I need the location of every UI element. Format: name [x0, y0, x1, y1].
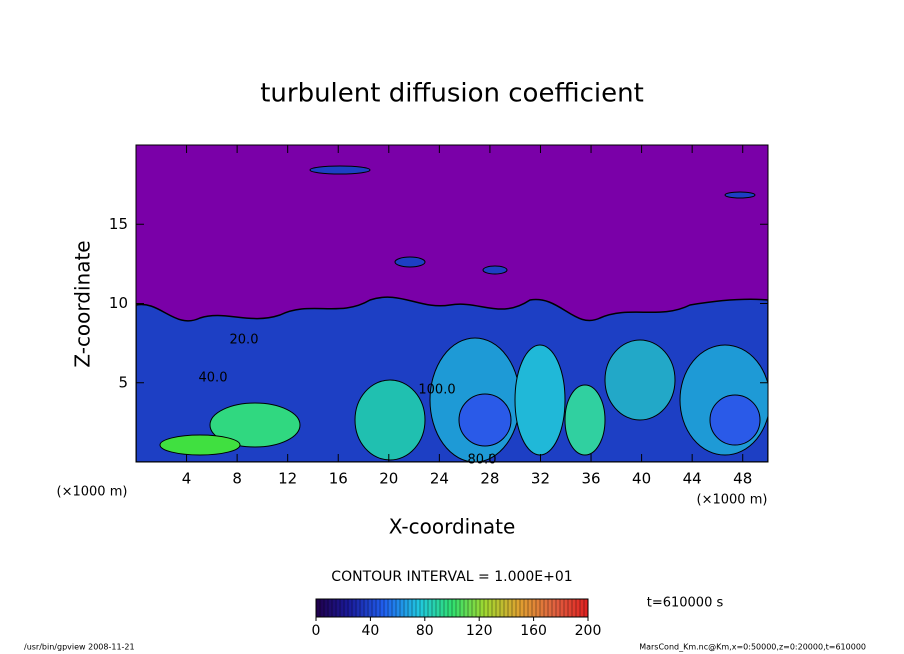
colorbar-tick-label: 0: [312, 623, 321, 639]
cloud: [482, 265, 508, 275]
eddy: [604, 339, 676, 421]
x-tick-label: 36: [581, 470, 600, 488]
x-tick-label: 20: [379, 470, 398, 488]
x-tick-label: 4: [182, 470, 192, 488]
eddy: [564, 384, 606, 456]
contour-interval: CONTOUR INTERVAL = 1.000E+01: [331, 569, 572, 585]
x-tick-label: 32: [531, 470, 550, 488]
cloud: [309, 165, 371, 175]
x-tick-label: 16: [329, 470, 348, 488]
eddy: [159, 434, 241, 456]
footer-right: MarsCond_Km.nc@Km,x=0:50000,z=0:20000,t=…: [639, 643, 866, 652]
cloud: [724, 191, 756, 199]
x-tick-label: 12: [278, 470, 297, 488]
contour-field: [136, 145, 768, 462]
colorbar-tick-label: 40: [361, 623, 379, 639]
x-tick-label: 48: [733, 470, 752, 488]
y-axis-label: Z-coordinate: [71, 240, 95, 367]
eddy: [514, 344, 566, 456]
x-axis-label: X-coordinate: [389, 515, 516, 539]
y-unit: (×1000 m): [57, 485, 128, 500]
x-tick-label: 28: [480, 470, 499, 488]
contour-label: 40.0: [199, 371, 228, 386]
colorbar-tick-label: 200: [575, 623, 602, 639]
chart-title: turbulent diffusion coefficient: [260, 79, 644, 109]
colorbar-tick-label: 120: [466, 623, 493, 639]
x-unit: (×1000 m): [697, 493, 768, 508]
x-tick-label: 40: [632, 470, 651, 488]
eddy: [709, 394, 761, 446]
contour-label: 100.0: [418, 383, 455, 398]
colorbar-tick-label: 160: [520, 623, 547, 639]
x-tick-label: 8: [232, 470, 242, 488]
footer-left: /usr/bin/gpview 2008-11-21: [24, 643, 135, 652]
y-tick-label: 15: [109, 215, 128, 233]
x-tick-label: 24: [430, 470, 449, 488]
contour-label: 20.0: [230, 333, 259, 348]
contour-label: 80.0: [468, 453, 497, 468]
y-tick-label: 10: [109, 294, 128, 312]
y-tick-label: 5: [118, 373, 128, 391]
eddy: [458, 393, 512, 447]
eddy: [354, 379, 426, 461]
time-label: t=610000 s: [647, 596, 724, 611]
colorbar-tick-label: 80: [416, 623, 434, 639]
x-tick-label: 44: [683, 470, 702, 488]
eddy: [209, 402, 301, 448]
cloud: [394, 256, 426, 268]
